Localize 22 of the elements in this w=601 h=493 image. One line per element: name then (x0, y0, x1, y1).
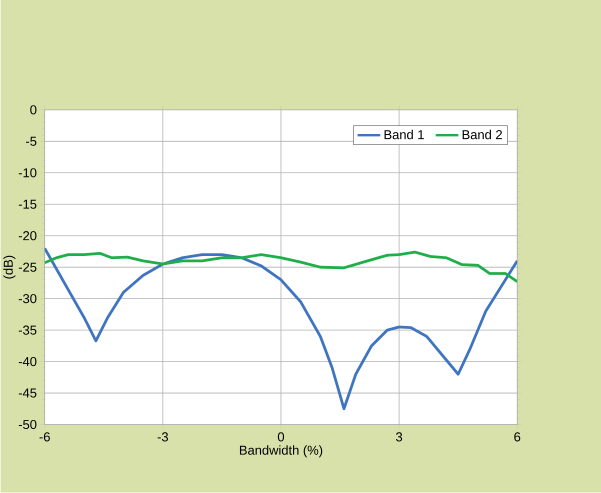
y-tick-label: -40 (18, 357, 36, 366)
x-tick-label: 3 (396, 432, 402, 442)
x-tick-label: -6 (40, 432, 50, 442)
y-tick-label: -30 (18, 294, 36, 304)
x-tick-label: 0 (278, 432, 284, 442)
legend-label: Band 2 (462, 130, 502, 140)
y-tick-label: -10 (18, 168, 36, 178)
y-tick-label: -35 (18, 326, 36, 335)
x-tick-label: 6 (514, 432, 520, 442)
y-axis-title: (dB) (3, 256, 16, 279)
y-tick-label: -15 (18, 200, 36, 210)
y-tick-label: -50 (18, 420, 36, 430)
y-tick-label: -20 (18, 231, 36, 241)
x-tick-label: -3 (158, 432, 168, 442)
y-tick-label: -45 (18, 388, 36, 398)
line-series (44, 250, 518, 284)
x-axis-title: Bandwidth (%) (240, 446, 322, 458)
y-tick-label: -5 (26, 137, 36, 146)
legend-label: Band 1 (384, 130, 424, 140)
y-tick-label: -25 (18, 262, 36, 272)
y-tick-label: 0 (30, 106, 36, 115)
line-series (44, 247, 518, 410)
